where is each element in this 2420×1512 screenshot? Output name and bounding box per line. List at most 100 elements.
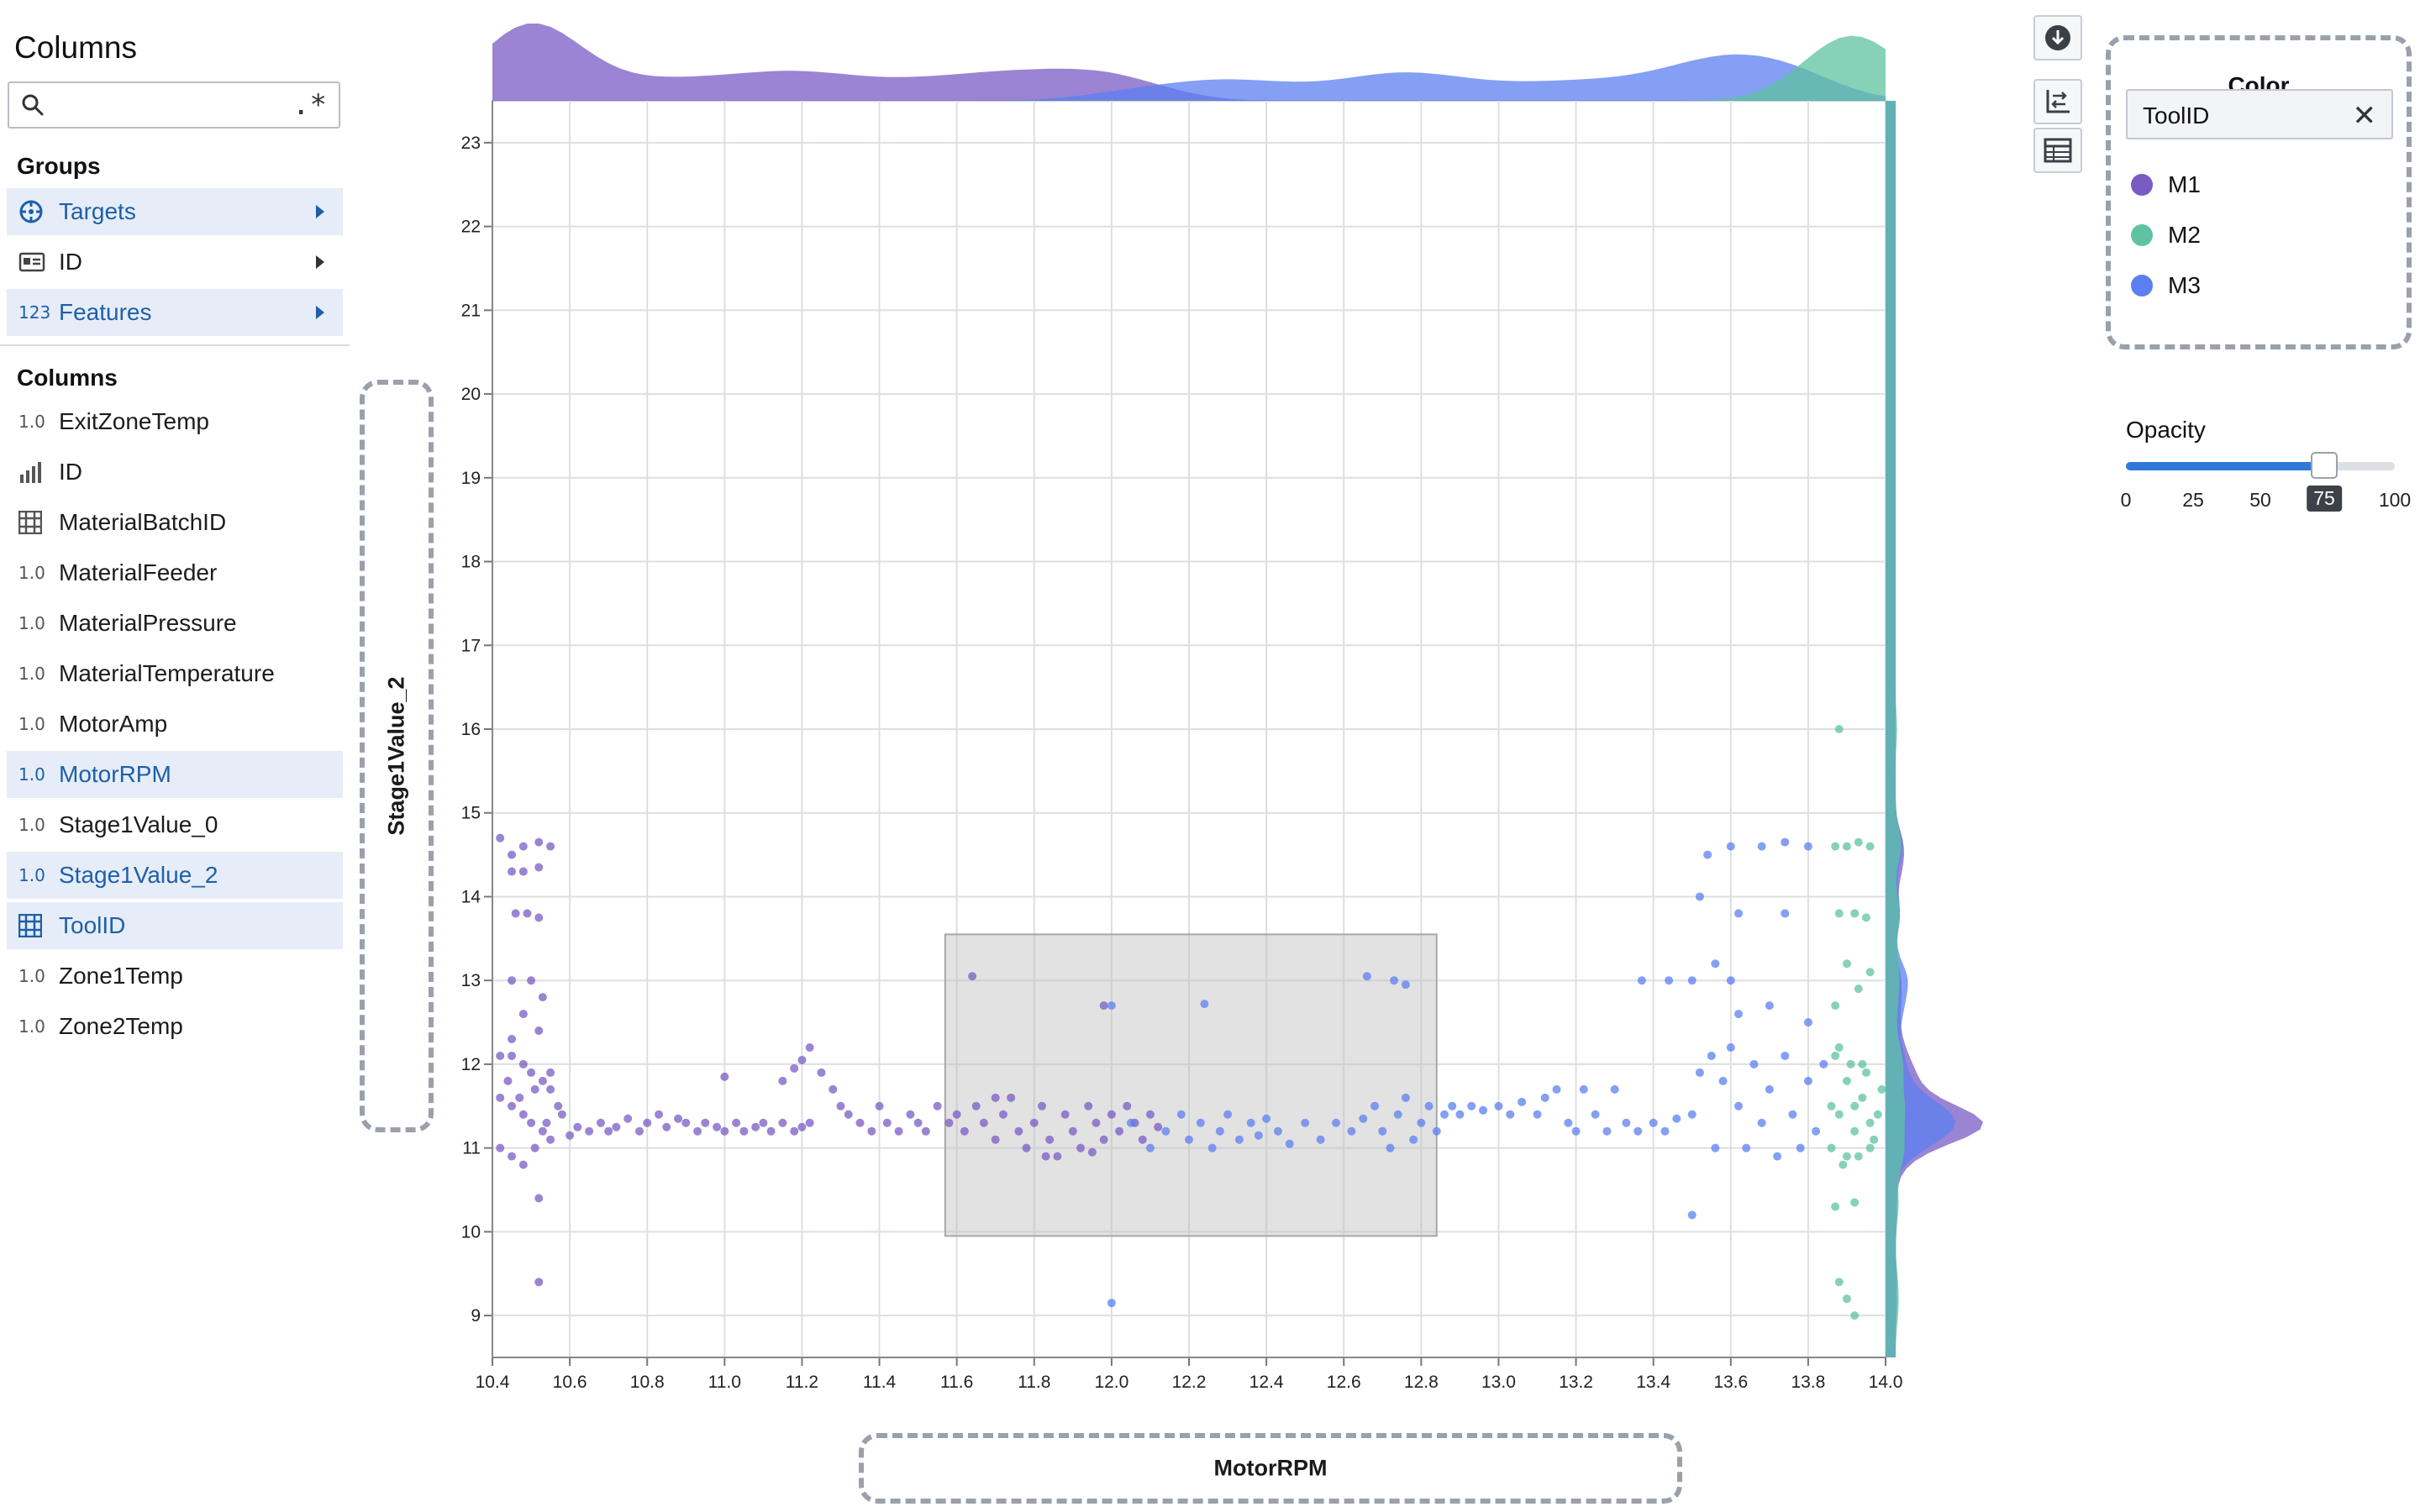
bar-chart-icon <box>20 462 41 483</box>
data-point <box>1359 1114 1368 1123</box>
column-item[interactable]: 1.0 Stage1Value_2 <box>7 852 343 899</box>
x-tick-label: 11.4 <box>863 1373 897 1392</box>
legend-item-m3[interactable]: M3 <box>2131 269 2201 302</box>
data-point <box>817 1068 826 1077</box>
column-item[interactable]: 1.0 MotorRPM <box>7 751 343 798</box>
legend-label: M3 <box>2168 272 2201 298</box>
regex-toggle[interactable]: .* <box>292 88 327 122</box>
y-tick-label: 19 <box>461 469 481 488</box>
data-point <box>596 1118 605 1127</box>
data-point <box>1742 1143 1751 1152</box>
column-label: Zone1Temp <box>59 963 183 989</box>
y-tick-label: 14 <box>461 887 481 906</box>
data-point <box>1726 842 1735 851</box>
data-point <box>1726 976 1735 985</box>
data-point <box>1533 1110 1542 1119</box>
column-item[interactable]: 1.0 ExitZoneTemp <box>7 398 343 445</box>
data-point <box>508 867 517 876</box>
data-point <box>1196 1118 1205 1127</box>
y-tick-label: 23 <box>461 134 481 153</box>
color-drop-zone[interactable] <box>2106 35 2412 349</box>
data-point <box>643 1118 652 1127</box>
legend-item-m1[interactable]: M1 <box>2131 168 2201 202</box>
chevron-right-icon[interactable] <box>316 255 324 269</box>
data-point <box>1695 892 1704 901</box>
data-point <box>1610 1084 1619 1094</box>
download-button[interactable] <box>2033 15 2082 60</box>
data-point <box>1579 1084 1588 1094</box>
data-point <box>991 1135 1000 1144</box>
data-point <box>971 1101 981 1110</box>
swap-axes-button[interactable] <box>2033 79 2082 124</box>
group-id[interactable]: ID <box>7 239 343 286</box>
data-point <box>1107 1110 1116 1119</box>
data-point <box>1831 1202 1840 1211</box>
column-item[interactable]: 1.0 MaterialFeeder <box>7 549 343 596</box>
data-point <box>720 1126 729 1136</box>
categorical-icon <box>18 511 42 534</box>
data-point <box>1053 1152 1062 1161</box>
data-point <box>1861 1068 1870 1077</box>
x-marginal-density <box>492 24 1886 101</box>
data-point <box>805 1118 814 1127</box>
chevron-right-icon[interactable] <box>316 205 324 218</box>
legend-swatch <box>2131 174 2153 196</box>
data-point <box>759 1118 768 1127</box>
column-label: MaterialFeeder <box>59 559 218 585</box>
column-item[interactable]: 1.0 MaterialTemperature <box>7 650 343 697</box>
x-axis-drop-zone[interactable] <box>859 1433 1682 1504</box>
data-point <box>1834 909 1844 918</box>
x-tick-label: 10.8 <box>630 1373 665 1392</box>
column-item[interactable]: 1.0 MotorAmp <box>7 701 343 748</box>
data-point <box>1185 1135 1193 1144</box>
data-point <box>933 1101 942 1110</box>
close-icon[interactable]: ✕ <box>2352 100 2377 132</box>
legend-item-m2[interactable]: M2 <box>2131 218 2201 252</box>
color-field-chip[interactable]: ToolID ✕ <box>2126 89 2393 139</box>
data-point <box>1115 1126 1124 1136</box>
y-tick-label: 9 <box>471 1306 481 1326</box>
y-marginal-density <box>1886 101 1906 1357</box>
column-item[interactable]: ID <box>7 449 343 496</box>
opacity-value-badge: 75 <box>2307 486 2342 512</box>
table-view-button[interactable] <box>2033 128 2082 173</box>
data-point <box>527 1068 536 1077</box>
data-point <box>1107 1299 1116 1308</box>
group-targets[interactable]: Targets <box>7 188 343 235</box>
data-point <box>1842 959 1851 969</box>
group-features[interactable]: 123 Features <box>7 289 343 336</box>
column-item[interactable]: 1.0 Stage1Value_0 <box>7 801 343 848</box>
data-point <box>1660 1126 1670 1136</box>
numeric-type-icon: 1.0 <box>18 966 45 986</box>
data-point <box>1687 976 1697 985</box>
column-item[interactable]: MaterialBatchID <box>7 499 343 546</box>
data-point <box>991 1093 1000 1102</box>
data-point <box>751 1122 760 1131</box>
data-point <box>1850 909 1860 918</box>
column-label: ExitZoneTemp <box>59 408 209 434</box>
column-search[interactable]: .* <box>8 81 340 129</box>
data-point <box>1215 1126 1224 1136</box>
data-point <box>875 1101 884 1110</box>
data-point <box>913 1118 923 1127</box>
chevron-right-icon[interactable] <box>316 306 324 319</box>
data-point <box>1842 1294 1851 1304</box>
x-tick-label: 11.2 <box>786 1373 818 1392</box>
data-point <box>1703 850 1712 859</box>
data-point <box>534 1026 544 1036</box>
column-item[interactable]: 1.0 Zone2Temp <box>7 1003 343 1050</box>
data-point <box>1123 1101 1132 1110</box>
column-item[interactable]: 1.0 MaterialPressure <box>7 600 343 647</box>
legend-swatch <box>2131 224 2153 246</box>
y-axis-drop-zone[interactable] <box>360 380 434 1132</box>
data-point <box>1467 1101 1476 1110</box>
column-item[interactable]: ToolID <box>7 902 343 949</box>
column-item[interactable]: 1.0 Zone1Temp <box>7 953 343 1000</box>
opacity-slider-track[interactable] <box>2126 462 2395 470</box>
data-point <box>1014 1126 1023 1136</box>
column-label: ID <box>59 459 82 485</box>
opacity-slider-thumb[interactable] <box>2311 452 2338 479</box>
opacity-tick: 25 <box>2182 489 2204 511</box>
data-point <box>1571 1126 1581 1136</box>
